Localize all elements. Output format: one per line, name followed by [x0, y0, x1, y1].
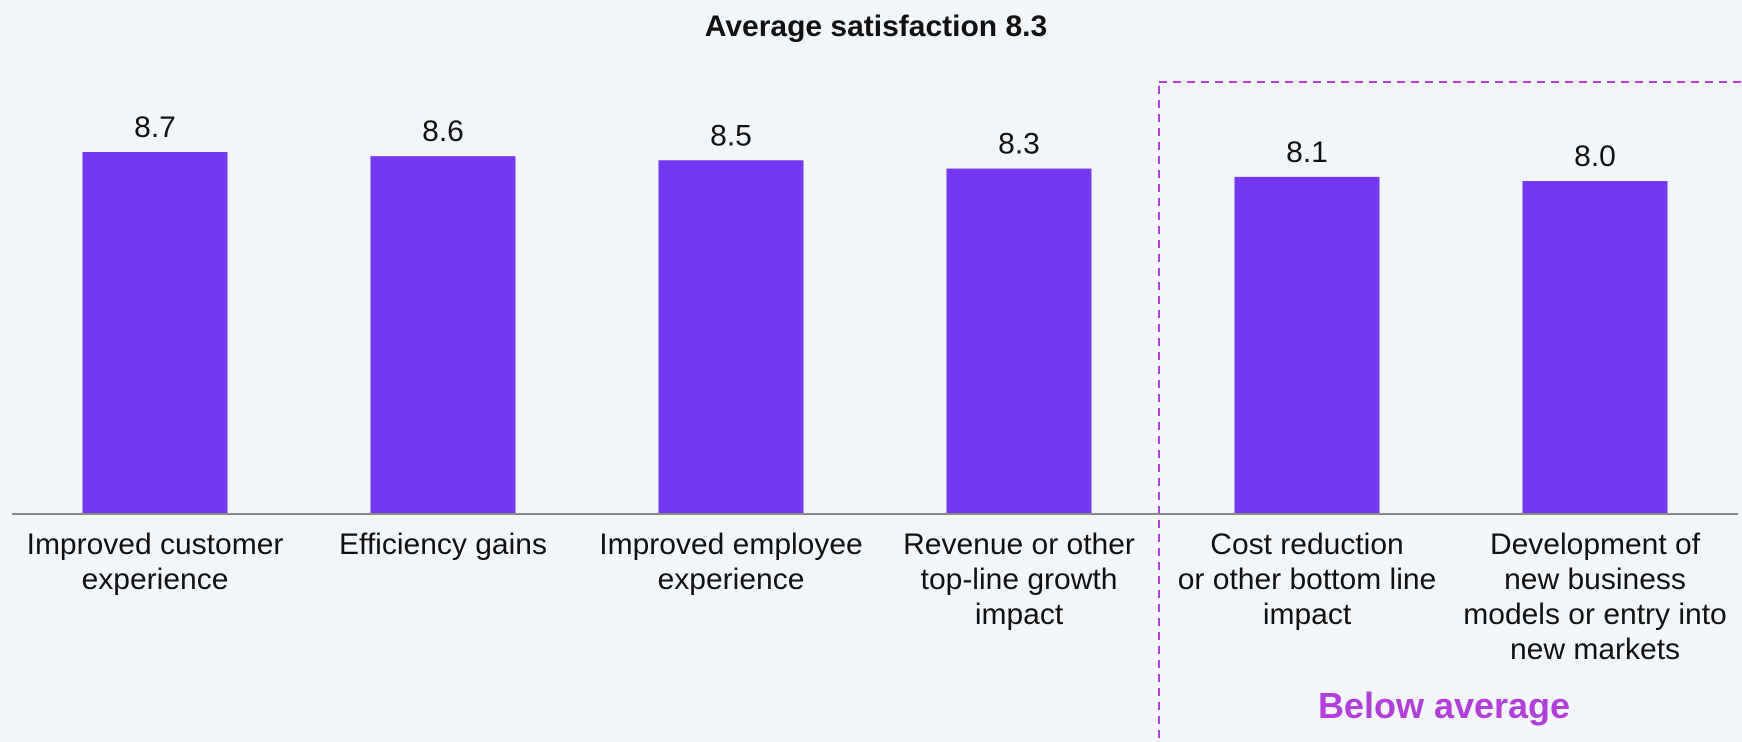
bar — [658, 160, 804, 514]
bar — [1522, 181, 1668, 514]
category-label-line: or other bottom line — [1178, 563, 1436, 596]
category-label: Improved employee experience — [599, 528, 862, 596]
category-label: Improved customer experience — [27, 528, 284, 596]
category-label: Development of new business models or entr… — [1463, 528, 1726, 666]
category-label-line: models or entry into — [1463, 598, 1726, 631]
category-label: Efficiency gains — [339, 528, 547, 561]
bar — [1234, 176, 1380, 513]
category-label-line: experience — [658, 563, 805, 596]
category-label-line: new business — [1504, 563, 1686, 596]
below-average-box — [1158, 81, 1742, 742]
bar — [946, 168, 1092, 513]
category-label-line: new markets — [1510, 633, 1680, 666]
category-label-line: impact — [1263, 598, 1352, 631]
category-label-line: Improved customer — [27, 528, 284, 561]
value-label: 8.6 — [422, 115, 464, 148]
category-label: Cost reduction or other bottom line impact — [1178, 528, 1436, 631]
category-label-line: Improved employee — [599, 528, 862, 561]
value-label: 8.0 — [1574, 140, 1616, 173]
chart-title: Average satisfaction 8.3 — [705, 10, 1047, 43]
value-label: 8.5 — [710, 119, 752, 152]
value-label: 8.1 — [1286, 136, 1328, 169]
value-label: 8.7 — [134, 111, 176, 144]
category-label-line: Cost reduction — [1210, 528, 1403, 561]
below-average-label: Below average — [1318, 685, 1570, 726]
category-label-line: Revenue or other — [903, 528, 1135, 561]
category-label-line: top-line growth — [921, 563, 1118, 596]
category-label-line: impact — [975, 598, 1064, 631]
below-average-group: Below average — [1158, 81, 1742, 742]
bar — [370, 156, 516, 514]
category-label-line: Efficiency gains — [339, 528, 547, 561]
category-label-line: Development of — [1490, 528, 1701, 561]
category-label-line: experience — [82, 563, 229, 596]
bars-layer: 8.7 8.6 8.5 8.3 8.1 8.0 — [82, 111, 1668, 514]
bar — [82, 152, 228, 513]
category-label: Revenue or other top-line growth impact — [903, 528, 1135, 631]
value-label: 8.3 — [998, 128, 1040, 161]
